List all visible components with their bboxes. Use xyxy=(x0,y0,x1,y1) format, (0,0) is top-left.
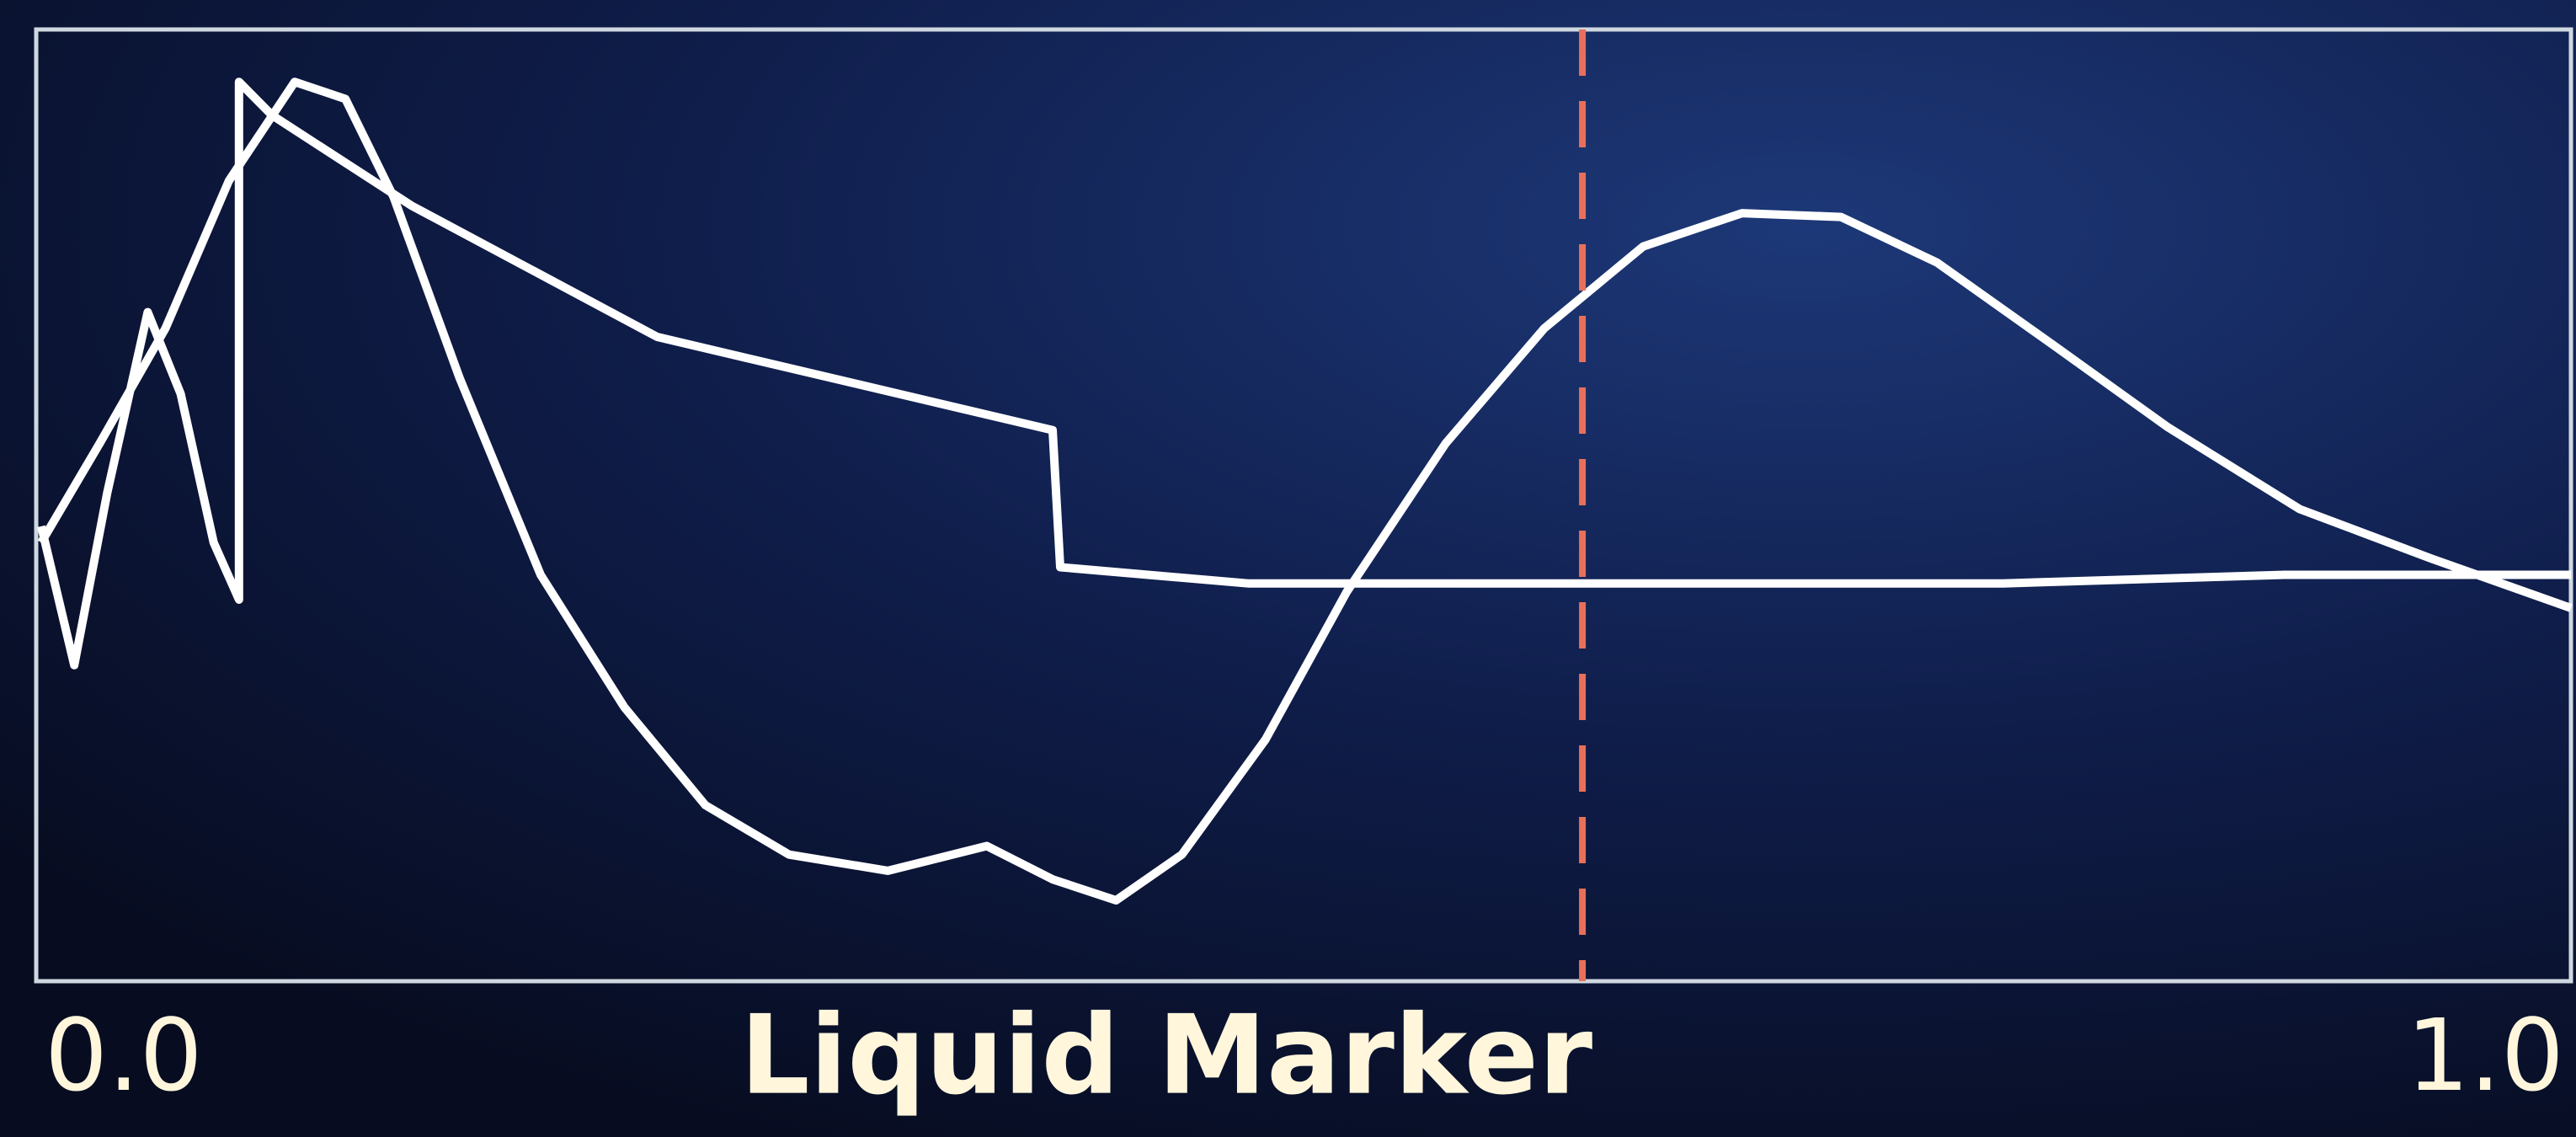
page: Liquid Marker 0.01.0 (() => { const data… xyxy=(0,0,2576,1137)
chart: Liquid Marker 0.0 1.0 xyxy=(0,0,2576,1137)
background xyxy=(0,0,2576,1137)
x-tick-label: 0.0 xyxy=(45,997,203,1113)
x-axis-label: Liquid Marker xyxy=(740,991,1592,1119)
x-tick-label: 1.0 xyxy=(2406,997,2564,1113)
